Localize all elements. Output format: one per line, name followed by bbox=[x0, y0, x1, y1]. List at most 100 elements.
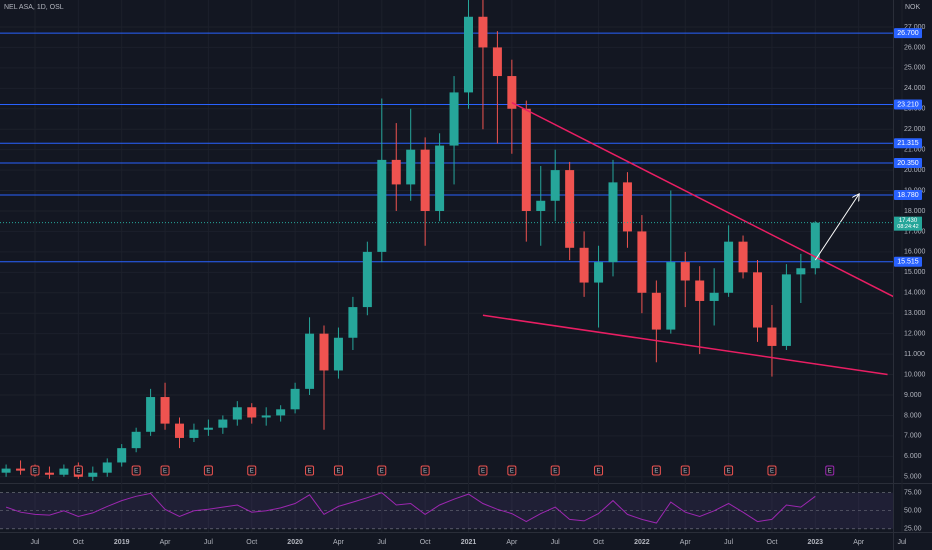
candle-body bbox=[507, 76, 517, 109]
candle-body bbox=[406, 149, 416, 185]
candle-body bbox=[189, 429, 199, 438]
candle-body bbox=[492, 47, 502, 77]
level-label: 23.210 bbox=[897, 101, 919, 108]
x-tick-label: Oct bbox=[73, 539, 84, 546]
last-price-label: 17.430 bbox=[899, 218, 918, 224]
trendline bbox=[511, 101, 893, 298]
y-tick-label: 7.000 bbox=[904, 433, 922, 440]
x-tick-label: 2020 bbox=[287, 539, 303, 546]
level-badge bbox=[894, 28, 922, 39]
event-label: E bbox=[308, 469, 312, 475]
y-tick-label: 11.000 bbox=[904, 351, 925, 358]
event-label: E bbox=[828, 469, 832, 475]
y-tick-label: 18.000 bbox=[904, 208, 926, 215]
y-tick-label: 17.000 bbox=[904, 228, 926, 235]
event-marker bbox=[247, 465, 257, 476]
x-tick-label: 2023 bbox=[808, 539, 824, 546]
event-label: E bbox=[423, 469, 427, 475]
candle-body bbox=[276, 409, 286, 416]
candle-body bbox=[622, 182, 632, 232]
rsi-line bbox=[5, 492, 816, 524]
candle-body bbox=[478, 16, 488, 48]
candle-body bbox=[290, 388, 300, 410]
event-marker bbox=[203, 465, 213, 476]
candle-body bbox=[753, 272, 762, 328]
event-marker bbox=[30, 465, 40, 476]
candle-body bbox=[175, 423, 184, 438]
event-marker bbox=[767, 465, 777, 476]
x-tick-label: Jul bbox=[31, 539, 40, 546]
y-tick-label: 9.000 bbox=[904, 392, 922, 399]
level-label: 21.315 bbox=[897, 140, 919, 147]
y-tick-label: 10.000 bbox=[904, 371, 926, 378]
event-marker bbox=[680, 465, 690, 476]
event-marker bbox=[594, 465, 604, 476]
event-marker bbox=[651, 465, 661, 476]
candle-body bbox=[131, 431, 141, 449]
y-tick-label: 13.000 bbox=[904, 310, 926, 317]
countdown: 08:24:42 bbox=[897, 224, 918, 230]
currency: NOK bbox=[905, 4, 921, 11]
candle-body bbox=[781, 274, 791, 346]
y-tick-label: 26.000 bbox=[904, 44, 926, 51]
y-tick-label: 12.000 bbox=[904, 331, 926, 338]
event-marker bbox=[131, 465, 141, 476]
event-marker bbox=[73, 465, 83, 476]
event-label: E bbox=[206, 469, 210, 475]
candle-body bbox=[391, 159, 401, 185]
candle-body bbox=[680, 262, 690, 281]
level-badge bbox=[894, 138, 922, 149]
y-tick-label: 5.000 bbox=[904, 474, 922, 481]
y-tick-label: 21.000 bbox=[904, 147, 926, 154]
event-label: E bbox=[683, 469, 687, 475]
rsi-tick-label: 25.00 bbox=[904, 526, 922, 533]
candle-body bbox=[348, 307, 358, 338]
x-tick-label: 2021 bbox=[461, 539, 477, 546]
y-tick-label: 6.000 bbox=[904, 453, 922, 460]
x-tick-label: Apr bbox=[333, 539, 345, 546]
candle-body bbox=[767, 327, 777, 346]
candle-body bbox=[435, 145, 445, 211]
candle-body bbox=[88, 472, 98, 477]
candle-body bbox=[724, 241, 734, 293]
x-tick-label: 2019 bbox=[114, 539, 130, 546]
event-marker bbox=[305, 465, 315, 476]
y-tick-label: 24.000 bbox=[904, 85, 926, 92]
candle-body bbox=[59, 468, 69, 475]
y-tick-label: 20.000 bbox=[904, 167, 926, 174]
event-label: E bbox=[654, 469, 658, 475]
candle-body bbox=[218, 419, 228, 428]
y-tick-label: 8.000 bbox=[904, 412, 922, 419]
candle-body bbox=[449, 92, 459, 146]
candle-body bbox=[709, 292, 719, 301]
event-label: E bbox=[336, 469, 340, 475]
candle-body bbox=[261, 415, 271, 418]
y-tick-label: 16.000 bbox=[904, 249, 926, 256]
candle-body bbox=[305, 333, 315, 389]
event-marker bbox=[550, 465, 560, 476]
x-tick-label: 2022 bbox=[634, 539, 650, 546]
event-marker bbox=[724, 465, 734, 476]
candle-body bbox=[102, 462, 112, 473]
candle-body bbox=[420, 149, 430, 211]
x-tick-label: Oct bbox=[246, 539, 257, 546]
last-price-badge bbox=[894, 216, 922, 231]
x-tick-label: Apr bbox=[160, 539, 172, 546]
candle-body bbox=[160, 397, 170, 424]
level-badge bbox=[894, 190, 922, 201]
event-label: E bbox=[76, 469, 80, 475]
x-tick-label: Jul bbox=[377, 539, 386, 546]
candle-body bbox=[464, 16, 473, 93]
candle-body bbox=[117, 448, 127, 463]
event-marker bbox=[333, 465, 343, 476]
candle-body bbox=[247, 407, 257, 418]
level-label: 26.700 bbox=[897, 30, 919, 37]
event-label: E bbox=[727, 469, 731, 475]
trendline bbox=[482, 314, 888, 376]
event-label: E bbox=[597, 469, 601, 475]
x-tick-label: Apr bbox=[506, 539, 518, 546]
x-tick-label: Jul bbox=[204, 539, 213, 546]
